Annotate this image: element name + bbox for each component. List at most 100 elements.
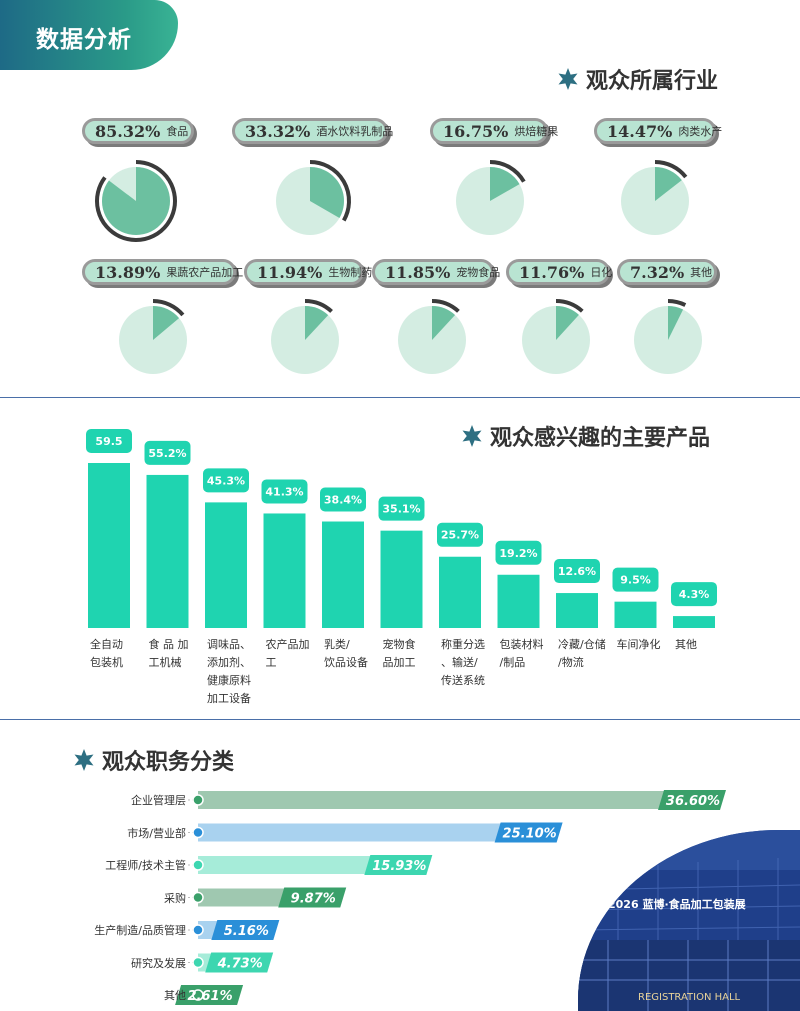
pie-slice <box>556 306 579 340</box>
pie-label-4: 13.89% 果蔬农产品加工 <box>82 259 243 285</box>
role-value-tag <box>658 790 726 810</box>
pie-chart-1 <box>276 160 351 235</box>
star-icon <box>74 749 94 771</box>
product-category-line: 食 品 加 <box>148 638 189 651</box>
product-category-line: 添加剂、 <box>207 656 251 669</box>
product-bar <box>146 474 189 628</box>
product-category-line: 调味品、 <box>207 638 251 651</box>
product-bar <box>439 556 481 628</box>
section-title-products: 观众感兴趣的主要产品 <box>460 420 710 452</box>
role-bar-track <box>198 953 266 972</box>
product-category-label: 乳类/饮品设备 <box>324 636 368 672</box>
page-title: 数据分析 <box>36 27 132 53</box>
product-value-badge <box>495 540 542 565</box>
product-category-line: 包装材料 <box>499 638 544 651</box>
role-bar-track <box>198 888 339 907</box>
pie-ring <box>304 299 333 313</box>
product-value-label: 55.2% <box>148 447 186 460</box>
photo-sign-text: 2026 蓝博·食品加工包装展 <box>608 897 747 911</box>
product-category-label: 冷藏/仓储/物流 <box>558 636 606 672</box>
product-value-badge <box>320 487 366 512</box>
product-value-label: 35.1% <box>382 503 420 516</box>
section-title-text: 观众感兴趣的主要产品 <box>490 426 711 451</box>
role-category-label: 工程师/技术主管 <box>105 859 186 872</box>
divider <box>0 719 800 720</box>
pie-chart-7 <box>522 299 590 374</box>
product-value-label: 45.3% <box>207 474 245 487</box>
product-bar <box>263 513 306 628</box>
pie-ring <box>152 299 185 317</box>
pie-category: 果蔬农产品加工 <box>166 266 244 279</box>
product-bar <box>556 593 598 628</box>
pie-percent: 14.47% <box>607 121 673 141</box>
pie-slice <box>101 167 170 235</box>
pie-category: 其他 <box>690 266 713 279</box>
product-category-label: 其他 <box>675 636 697 654</box>
product-value-label: 9.5% <box>620 574 651 587</box>
role-value-tag <box>205 952 274 973</box>
role-value-label: 15.93% <box>372 859 426 874</box>
pie-chart-8 <box>634 299 702 374</box>
pie-chart-0 <box>95 160 177 242</box>
product-category-label: 食 品 加工机械 <box>149 636 189 672</box>
pie-slice <box>432 306 456 340</box>
product-value-badge <box>554 559 600 584</box>
header-banner: 数据分析 <box>0 0 178 70</box>
pie-slice <box>305 306 329 340</box>
pie-label-8: 7.32% 其他 <box>617 259 717 285</box>
role-bar-track <box>198 791 718 809</box>
product-category-line: 称重分选 <box>441 638 485 651</box>
exhibition-hall-photo: 2026 蓝博·食品加工包装展 REGISTRATION HALL <box>578 830 800 1011</box>
role-category-label: 研究及发展 <box>131 956 186 970</box>
pie-ring <box>667 299 687 307</box>
role-value-label: 2.61% <box>188 989 233 1004</box>
product-category-line: 饮品设备 <box>324 656 368 669</box>
section-title-roles: 观众职务分类 <box>72 744 234 776</box>
pie-label-3: 14.47% 肉类水产 <box>594 118 722 144</box>
photo-sign-text: REGISTRATION HALL <box>638 992 741 1003</box>
product-category-line: 加工设备 <box>207 692 251 705</box>
pie-slice <box>310 167 344 218</box>
role-value-tag <box>494 822 563 843</box>
role-bar-dot <box>192 859 204 871</box>
product-category-line: 健康原料 <box>207 674 251 687</box>
role-value-tag <box>211 920 280 940</box>
product-value-badge <box>671 582 717 607</box>
pie-ring <box>431 299 460 313</box>
role-value-tag <box>278 887 347 908</box>
product-category-line: 全自动 <box>90 638 123 651</box>
pie-label-6: 11.85% 宠物食品 <box>372 259 500 285</box>
product-category-line: 工 <box>265 656 277 669</box>
product-bar <box>322 521 364 628</box>
product-bar <box>88 463 130 628</box>
pie-category: 食品 <box>166 125 189 138</box>
product-category-label: 宠物食 品加工 <box>383 636 416 672</box>
product-value-badge <box>437 522 483 547</box>
product-category-line: 工机械 <box>148 656 182 669</box>
product-bar <box>497 574 540 628</box>
pie-chart-3 <box>621 160 689 235</box>
role-value-label: 25.10% <box>503 827 557 842</box>
product-category-label: 农产品加工 <box>266 636 310 672</box>
product-category-label: 全自动 包装机 <box>90 636 123 672</box>
role-value-label: 5.16% <box>224 924 269 939</box>
product-category-line: 其他 <box>675 638 697 651</box>
star-icon <box>558 68 578 90</box>
pie-percent: 85.32% <box>95 121 161 141</box>
product-value-label: 4.3% <box>679 588 710 601</box>
pie-category: 酒水饮料乳制品 <box>316 125 394 138</box>
pie-percent: 11.85% <box>385 262 451 282</box>
role-bar-track <box>198 823 555 842</box>
pie-label-5: 11.94% 生物制药 <box>244 259 372 285</box>
role-category-label: 生产制造/品质管理 <box>94 924 186 937</box>
role-bar-dot <box>192 956 204 969</box>
pie-ring <box>95 160 177 242</box>
product-category-line: 农产品加 <box>265 638 310 651</box>
product-category-line: 包装机 <box>90 656 123 669</box>
product-value-label: 25.7% <box>441 529 479 542</box>
product-category-line: 宠物食 <box>382 638 416 651</box>
product-category-label: 包装材料/制品 <box>500 636 544 672</box>
role-bar-dot <box>192 891 204 904</box>
role-bar-dot <box>192 826 204 839</box>
product-value-badge <box>378 496 425 521</box>
